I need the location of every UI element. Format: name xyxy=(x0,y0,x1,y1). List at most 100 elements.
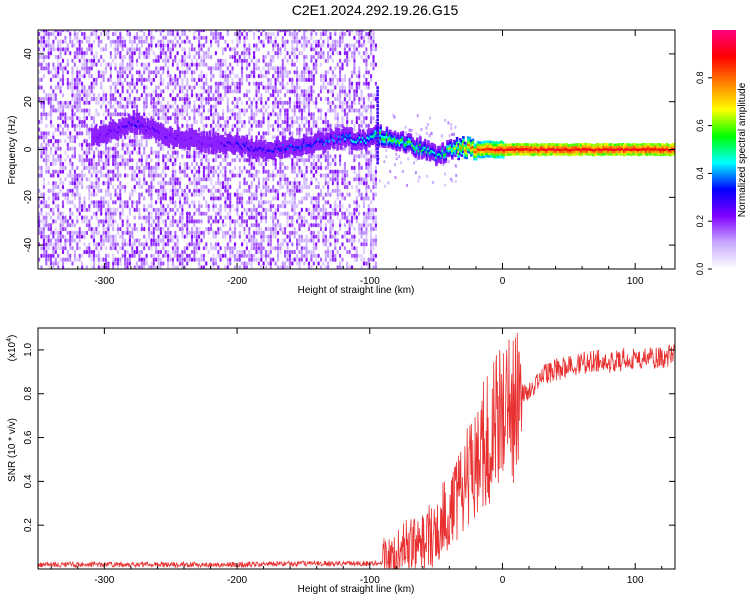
noise-cell xyxy=(226,246,229,251)
noise-cell xyxy=(257,223,260,228)
noise-cell xyxy=(107,188,110,193)
noise-cell xyxy=(40,150,43,155)
noise-cell xyxy=(353,246,356,251)
noise-cell xyxy=(269,39,272,44)
noise-cell xyxy=(181,192,184,197)
noise-cell xyxy=(286,58,289,63)
noise-cell xyxy=(284,127,287,132)
noise-cell xyxy=(176,112,179,117)
noise-cell xyxy=(54,161,57,167)
noise-cell xyxy=(126,47,129,52)
noise-cell xyxy=(317,93,320,98)
noise-cell xyxy=(317,116,320,121)
noise-cell xyxy=(362,104,366,109)
noise-cell xyxy=(226,31,229,37)
noise-cell xyxy=(267,253,270,258)
noise-cell xyxy=(255,173,258,178)
noise-cell xyxy=(78,93,81,98)
noise-cell xyxy=(47,30,50,33)
noise-cell xyxy=(398,155,401,158)
noise-cell xyxy=(300,200,303,205)
noise-cell xyxy=(426,174,429,178)
noise-cell xyxy=(267,188,270,193)
noise-cell xyxy=(269,123,272,128)
noise-cell xyxy=(279,116,282,121)
noise-cell xyxy=(276,93,280,98)
noise-cell xyxy=(217,196,220,201)
noise-cell xyxy=(374,165,377,170)
noise-cell xyxy=(341,77,344,82)
noise-cell xyxy=(331,93,334,98)
noise-cell xyxy=(291,257,294,262)
noise-cell xyxy=(370,211,373,216)
noise-cell xyxy=(188,154,191,159)
noise-cell xyxy=(358,70,361,75)
noise-cell xyxy=(224,234,227,239)
noise-cell xyxy=(264,62,268,67)
noise-cell xyxy=(348,31,351,37)
noise-cell xyxy=(262,74,265,79)
noise-cell xyxy=(112,39,115,44)
noise-cell xyxy=(257,242,260,247)
noise-cell xyxy=(233,96,237,102)
noise-cell xyxy=(42,215,45,220)
noise-cell xyxy=(124,112,127,117)
noise-cell xyxy=(188,177,191,182)
noise-cell xyxy=(305,158,308,163)
noise-cell xyxy=(214,211,217,216)
noise-cell xyxy=(57,230,60,235)
noise-cell xyxy=(109,181,112,186)
noise-cell xyxy=(121,54,124,60)
noise-cell xyxy=(85,158,88,163)
noise-cell xyxy=(150,204,153,209)
noise-cell xyxy=(83,119,86,125)
noise-cell xyxy=(66,100,69,105)
noise-cell xyxy=(367,150,370,155)
noise-cell xyxy=(291,169,294,174)
noise-cell xyxy=(336,62,339,67)
noise-cell xyxy=(57,238,60,243)
noise-cell xyxy=(279,161,282,167)
noise-cell xyxy=(133,169,136,174)
noise-cell xyxy=(217,62,220,67)
noise-cell xyxy=(71,58,74,63)
noise-cell xyxy=(291,62,294,67)
noise-cell xyxy=(71,165,74,170)
noise-cell xyxy=(350,234,354,239)
noise-cell xyxy=(131,234,134,239)
noise-cell xyxy=(210,30,213,33)
noise-cell xyxy=(150,93,153,98)
noise-cell xyxy=(104,30,108,33)
noise-cell xyxy=(233,89,237,94)
noise-cell xyxy=(327,123,330,128)
noise-cell xyxy=(66,238,69,243)
noise-cell xyxy=(255,85,258,90)
noise-cell xyxy=(214,230,217,235)
noise-cell xyxy=(138,196,141,201)
noise-cell xyxy=(95,226,98,232)
noise-cell xyxy=(274,81,277,86)
noise-cell xyxy=(224,246,227,251)
noise-cell xyxy=(85,207,88,212)
noise-cell xyxy=(372,116,375,121)
noise-cell xyxy=(102,230,105,235)
noise-cell xyxy=(224,127,227,132)
noise-cell xyxy=(159,181,162,186)
noise-cell xyxy=(339,104,342,109)
noise-cell xyxy=(181,261,184,266)
noise-cell xyxy=(174,116,177,121)
noise-cell xyxy=(116,230,119,235)
noise-cell xyxy=(102,257,105,262)
noise-cell xyxy=(255,62,258,67)
noise-cell xyxy=(279,47,282,52)
noise-cell xyxy=(219,31,222,37)
noise-cell xyxy=(322,30,325,33)
noise-cell xyxy=(221,108,225,113)
noise-cell xyxy=(214,112,217,117)
noise-cell xyxy=(52,234,55,239)
noise-cell xyxy=(116,226,119,232)
noise-cell xyxy=(83,116,86,121)
noise-cell xyxy=(59,161,62,167)
noise-cell xyxy=(121,47,124,52)
noise-cell xyxy=(317,51,320,56)
